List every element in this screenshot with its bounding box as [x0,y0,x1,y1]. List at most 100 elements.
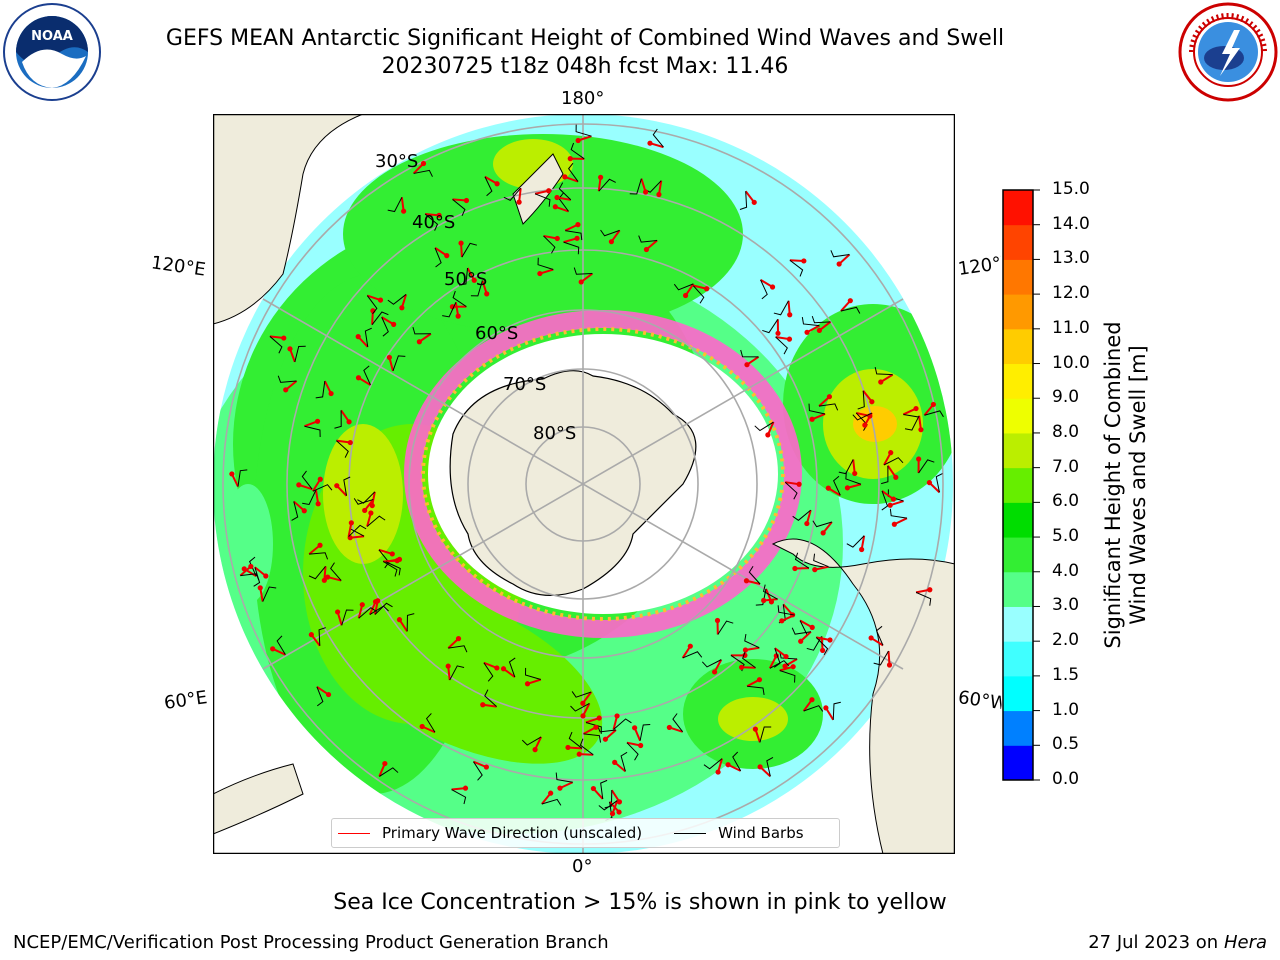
wave-arrow-head [798,638,804,644]
wind-barb [815,637,829,656]
wind-barb [575,124,592,137]
wind-barb [341,609,354,626]
wind-barb [565,230,583,241]
wave-arrow-head [355,375,362,381]
wind-barb [302,489,317,506]
wave-arrow-head [804,520,810,527]
wave-arrow-head [930,401,936,408]
wave-arrow-head [632,725,638,731]
wave-arrow-head [738,664,745,670]
map-legend: Primary Wave Direction (unscaled) Wind B… [331,818,840,848]
wind-barb [881,465,889,485]
wave-arrow-head [779,618,785,624]
colorbar-segment [1003,363,1033,399]
colorbar-tick-label: 1.5 [1052,664,1080,685]
wind-barb [585,721,602,734]
lat-label-60s: 60°S [475,323,519,344]
wave-arrow-head [445,663,451,669]
wind-barb [598,800,618,811]
wave-arrow-head [537,270,543,277]
wave-arrow-head [852,470,858,477]
wave-arrow-head [455,636,462,642]
wave-arrow-head [782,663,788,669]
wave-arrow-head [532,747,538,753]
wave-arrow-head [576,751,582,757]
wind-barb [568,162,579,182]
wave-arrow-head [826,394,833,400]
wave-arrow-head [580,700,586,706]
wind-barb [458,267,469,286]
polar-map [213,114,955,854]
wave-arrow-head [616,799,623,805]
wind-barb [792,509,812,521]
wave-arrow-head [229,471,235,477]
wave-arrow-head [321,577,327,583]
wave-arrow-head [283,387,289,393]
colorbar-tick-label: 13.0 [1052,248,1090,269]
wind-barb [534,193,551,207]
colorbar-segment [1003,745,1033,781]
wave-arrow-head [608,239,615,245]
colorbar-label-line1: Significant Height of Combined [1101,321,1125,649]
wind-barb [353,498,374,505]
antarctica [449,370,697,597]
wave-arrow-head [347,439,353,446]
wind-barb [374,602,393,615]
lon-label-60w: 60°W [956,687,1004,714]
wind-barb [452,198,466,217]
wind-barb [766,757,774,777]
colorbar-tick-label: 1.0 [1052,699,1080,720]
lon-label-60e: 60°E [162,687,209,714]
wave-arrow-head [257,585,263,591]
wave-arrow-head [578,279,584,285]
wind-barb [336,440,349,458]
wind-barb [484,176,493,197]
wave-arrow-head [401,208,407,214]
wind-barb [813,553,829,568]
wind-barb [881,490,889,511]
colorbar-tick-label: 8.0 [1052,421,1080,442]
wind-barb [573,267,593,275]
wind-barb [379,767,399,777]
wave-arrow-head [248,563,254,570]
wind-barb [315,380,326,399]
legend-wave-swatch [338,832,370,834]
wind-barb [451,789,467,805]
wave-arrow-head [761,597,767,604]
wind-barb [452,290,467,308]
wind-barb [883,457,904,466]
wave-arrow-head [455,313,461,319]
wind-barb [801,316,820,327]
wind-barb [703,758,723,770]
wave-arrow-head [480,702,486,708]
wave-arrow-head [369,502,375,509]
wave-arrow-head [714,617,721,624]
wave-arrow-head [382,760,388,767]
wave-arrow-head [483,764,489,770]
colorbar-segment [1003,259,1033,295]
wave-arrow-head [325,691,332,698]
wave-arrow-head [359,602,365,608]
wind-barb [789,259,804,277]
wave-arrow-head [565,744,571,751]
wind-barb [318,627,326,646]
noaa-logo: NOAA [3,3,101,101]
wind-barb [784,481,798,500]
wind-barb [857,390,865,410]
wind-barb [808,403,826,415]
wind-barb [308,566,326,580]
colorbar-tick-label: 10.0 [1052,352,1090,373]
colorbar-segment [1003,224,1033,260]
wind-barb [301,470,313,490]
wave-arrow-head [926,480,933,486]
footer-date: 27 Jul 2023 on Hera [1088,932,1267,953]
wave-arrow-head [704,286,710,292]
wind-barb [330,562,342,581]
svg-text:NOAA: NOAA [31,29,73,44]
wind-barb [424,213,439,231]
wave-arrow-head [816,327,822,334]
africa [213,763,304,835]
wave-arrow-head [643,246,650,253]
wind-barb [904,415,920,431]
wind-barb [382,561,398,577]
